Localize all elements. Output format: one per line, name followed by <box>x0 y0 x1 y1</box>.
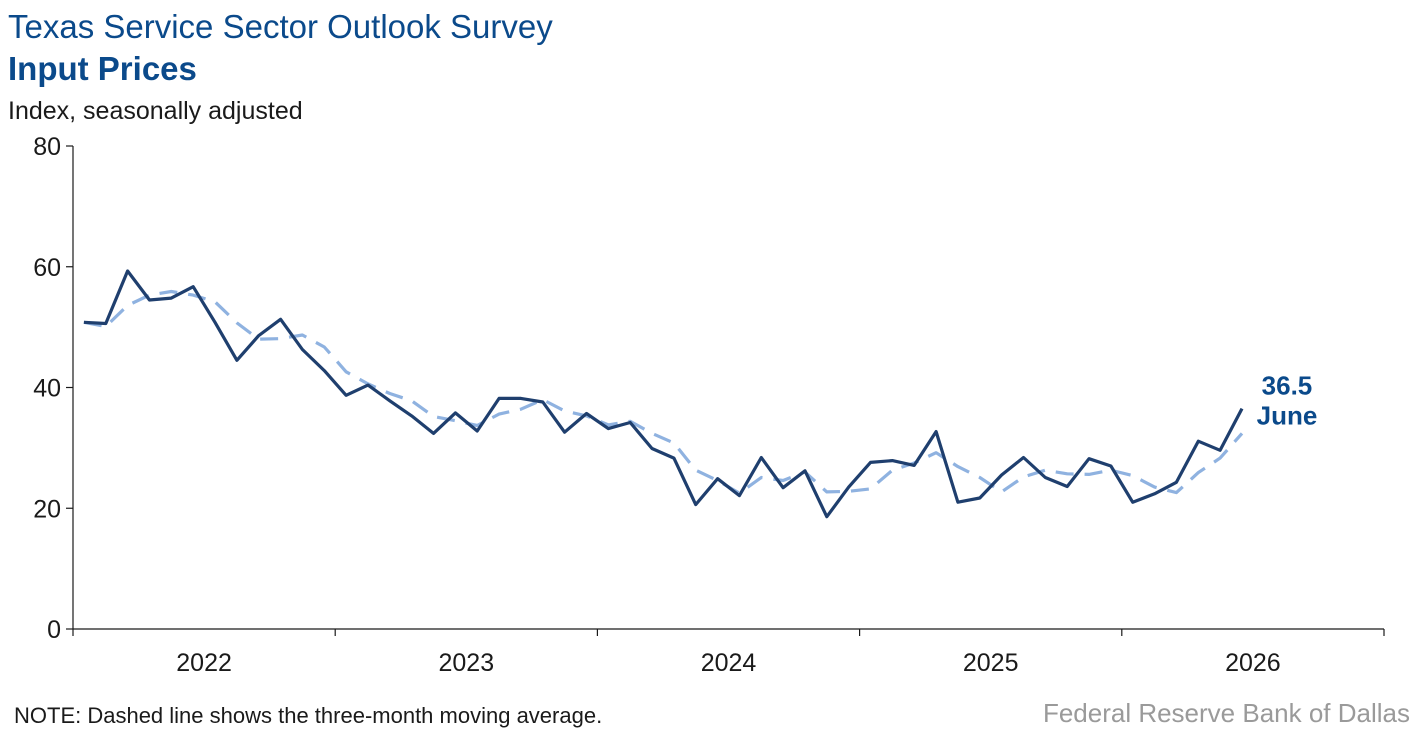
y-tick-label: 80 <box>33 133 61 161</box>
y-tick-label: 0 <box>47 616 61 644</box>
footnote: NOTE: Dashed line shows the three-month … <box>14 703 603 728</box>
axes: 0 20 40 60 80 2022 2023 2024 2025 2026 <box>33 133 1385 677</box>
y-tick-label: 60 <box>33 254 61 282</box>
x-tick-label: 2022 <box>176 649 232 677</box>
source-credit: Federal Reserve Bank of Dallas <box>1042 698 1410 728</box>
series-layer <box>83 269 1244 519</box>
last-value-label: 36.5 <box>1262 371 1313 401</box>
x-tick-label: 2025 <box>963 649 1019 677</box>
annotation-layer: 36.5 June <box>1257 371 1318 431</box>
chart-subtitle: Input Prices <box>8 50 197 87</box>
x-tick-label: 2024 <box>701 649 757 677</box>
moving-average-line <box>83 289 1244 495</box>
chart-title: Texas Service Sector Outlook Survey <box>8 8 553 45</box>
x-tick-label: 2023 <box>438 649 494 677</box>
input-prices-line <box>83 269 1244 519</box>
last-month-label: June <box>1257 401 1318 431</box>
y-tick-label: 20 <box>33 495 61 523</box>
x-tick-label: 2026 <box>1225 649 1281 677</box>
y-tick-label: 40 <box>33 375 61 403</box>
y-axis-label: Index, seasonally adjusted <box>8 97 303 125</box>
